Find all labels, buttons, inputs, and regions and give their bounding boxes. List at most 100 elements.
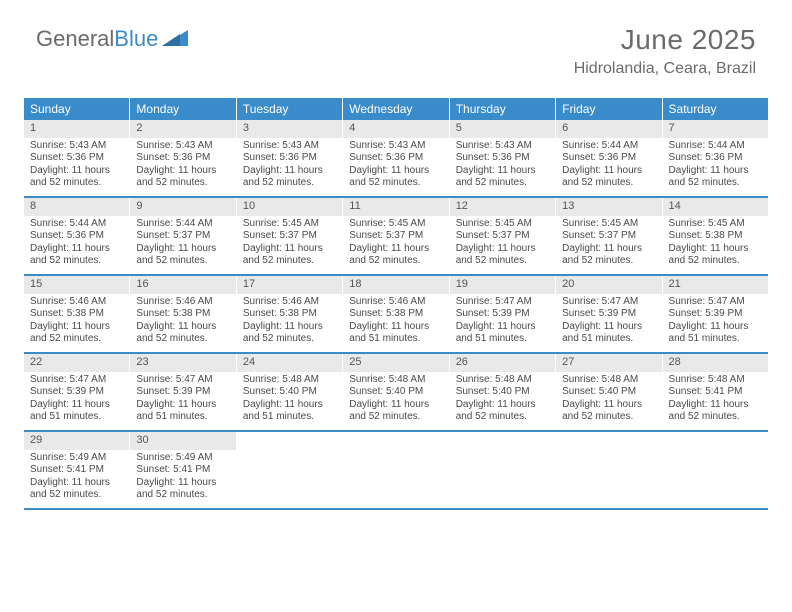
day-cell <box>663 432 768 508</box>
day-cell: 14Sunrise: 5:45 AMSunset: 5:38 PMDayligh… <box>663 198 768 274</box>
sunset-line: Sunset: 5:37 PM <box>456 230 549 243</box>
day-number: 8 <box>24 198 129 216</box>
daylight-line: Daylight: 11 hours and 52 minutes. <box>456 165 549 190</box>
day-number: 25 <box>343 354 448 372</box>
day-cell: 9Sunrise: 5:44 AMSunset: 5:37 PMDaylight… <box>130 198 236 274</box>
sunrise-line: Sunrise: 5:44 AM <box>562 140 655 153</box>
day-number: 28 <box>663 354 768 372</box>
day-cell <box>556 432 662 508</box>
sunset-line: Sunset: 5:36 PM <box>562 152 655 165</box>
day-header: Monday <box>130 98 236 120</box>
daylight-line: Daylight: 11 hours and 52 minutes. <box>136 165 229 190</box>
day-number: 1 <box>24 120 129 138</box>
day-number: 11 <box>343 198 448 216</box>
day-details: Sunrise: 5:43 AMSunset: 5:36 PMDaylight:… <box>343 140 448 190</box>
day-number: 3 <box>237 120 342 138</box>
day-cell <box>237 432 343 508</box>
sunrise-line: Sunrise: 5:47 AM <box>456 296 549 309</box>
daylight-line: Daylight: 11 hours and 51 minutes. <box>243 399 336 424</box>
day-header: Sunday <box>24 98 130 120</box>
day-cell: 23Sunrise: 5:47 AMSunset: 5:39 PMDayligh… <box>130 354 236 430</box>
sunset-line: Sunset: 5:41 PM <box>136 464 229 477</box>
day-header: Tuesday <box>237 98 343 120</box>
sunset-line: Sunset: 5:36 PM <box>349 152 442 165</box>
sunset-line: Sunset: 5:37 PM <box>243 230 336 243</box>
day-number: 26 <box>450 354 555 372</box>
daylight-line: Daylight: 11 hours and 52 minutes. <box>669 165 762 190</box>
sunset-line: Sunset: 5:38 PM <box>30 308 123 321</box>
day-number: 15 <box>24 276 129 294</box>
sunset-line: Sunset: 5:36 PM <box>30 230 123 243</box>
sunset-line: Sunset: 5:39 PM <box>669 308 762 321</box>
week-row: 29Sunrise: 5:49 AMSunset: 5:41 PMDayligh… <box>24 432 768 510</box>
day-number: 30 <box>130 432 235 450</box>
logo-text-general: General <box>36 26 114 52</box>
day-cell: 26 Sunrise: 5:48 AMSunset: 5:40 PMDayligh… <box>450 354 556 430</box>
day-details: Sunrise: 5:43 AMSunset: 5:36 PMDaylight:… <box>24 140 129 190</box>
day-cell: 19 Sunrise: 5:47 AMSunset: 5:39 PMDayligh… <box>450 276 556 352</box>
daylight-line: Daylight: 11 hours and 51 minutes. <box>349 321 442 346</box>
week-row: 22Sunrise: 5:47 AMSunset: 5:39 PMDayligh… <box>24 354 768 432</box>
sunset-line: Sunset: 5:41 PM <box>30 464 123 477</box>
sunrise-line: Sunrise: 5:43 AM <box>456 140 549 153</box>
day-details: Sunrise: 5:45 AMSunset: 5:37 PMDaylight:… <box>237 218 342 268</box>
calendar: SundayMondayTuesdayWednesdayThursdayFrid… <box>24 98 768 510</box>
sunrise-line: Sunrise: 5:48 AM <box>456 374 549 387</box>
day-cell: 7Sunrise: 5:44 AMSunset: 5:36 PMDaylight… <box>663 120 768 196</box>
day-number: 19 <box>450 276 555 294</box>
day-cell: 21Sunrise: 5:47 AMSunset: 5:39 PMDayligh… <box>663 276 768 352</box>
daylight-line: Daylight: 11 hours and 52 minutes. <box>30 243 123 268</box>
day-details: Sunrise: 5:46 AMSunset: 5:38 PMDaylight:… <box>24 296 129 346</box>
daylight-line: Daylight: 11 hours and 52 minutes. <box>30 165 123 190</box>
day-cell: 24Sunrise: 5:48 AMSunset: 5:40 PMDayligh… <box>237 354 343 430</box>
day-cell: 15 Sunrise: 5:46 AMSunset: 5:38 PMDayligh… <box>24 276 130 352</box>
day-number: 12 <box>450 198 555 216</box>
sunrise-line: Sunrise: 5:46 AM <box>136 296 229 309</box>
sunset-line: Sunset: 5:40 PM <box>562 386 655 399</box>
day-cell: 2Sunrise: 5:43 AMSunset: 5:36 PMDaylight… <box>130 120 236 196</box>
daylight-line: Daylight: 11 hours and 51 minutes. <box>456 321 549 346</box>
sunset-line: Sunset: 5:40 PM <box>243 386 336 399</box>
day-details: Sunrise: 5:47 AMSunset: 5:39 PMDaylight:… <box>556 296 661 346</box>
sunset-line: Sunset: 5:41 PM <box>669 386 762 399</box>
day-details: Sunrise: 5:46 AMSunset: 5:38 PMDaylight:… <box>130 296 235 346</box>
daylight-line: Daylight: 11 hours and 52 minutes. <box>562 399 655 424</box>
logo: GeneralBlue <box>36 26 188 52</box>
sunset-line: Sunset: 5:39 PM <box>456 308 549 321</box>
sunrise-line: Sunrise: 5:45 AM <box>456 218 549 231</box>
daylight-line: Daylight: 11 hours and 52 minutes. <box>349 399 442 424</box>
day-cell: 20Sunrise: 5:47 AMSunset: 5:39 PMDayligh… <box>556 276 662 352</box>
sunrise-line: Sunrise: 5:45 AM <box>669 218 762 231</box>
day-cell: 3Sunrise: 5:43 AMSunset: 5:36 PMDaylight… <box>237 120 343 196</box>
daylight-line: Daylight: 11 hours and 52 minutes. <box>30 477 123 502</box>
daylight-line: Daylight: 11 hours and 52 minutes. <box>30 321 123 346</box>
logo-triangle-icon <box>162 26 188 52</box>
day-details: Sunrise: 5:44 AMSunset: 5:36 PMDaylight:… <box>663 140 768 190</box>
daylight-line: Daylight: 11 hours and 52 minutes. <box>136 321 229 346</box>
sunset-line: Sunset: 5:37 PM <box>562 230 655 243</box>
daylight-line: Daylight: 11 hours and 52 minutes. <box>136 477 229 502</box>
day-header: Saturday <box>663 98 768 120</box>
day-details: Sunrise: 5:48 AMSunset: 5:40 PMDaylight:… <box>556 374 661 424</box>
day-details: Sunrise: 5:49 AMSunset: 5:41 PMDaylight:… <box>130 452 235 502</box>
sunset-line: Sunset: 5:37 PM <box>349 230 442 243</box>
daylight-line: Daylight: 11 hours and 52 minutes. <box>669 243 762 268</box>
day-number: 24 <box>237 354 342 372</box>
sunrise-line: Sunrise: 5:47 AM <box>30 374 123 387</box>
day-number: 5 <box>450 120 555 138</box>
sunrise-line: Sunrise: 5:45 AM <box>562 218 655 231</box>
sunrise-line: Sunrise: 5:43 AM <box>30 140 123 153</box>
daylight-line: Daylight: 11 hours and 52 minutes. <box>243 243 336 268</box>
day-details: Sunrise: 5:48 AMSunset: 5:40 PMDaylight:… <box>343 374 448 424</box>
day-header-row: SundayMondayTuesdayWednesdayThursdayFrid… <box>24 98 768 120</box>
day-details: Sunrise: 5:44 AMSunset: 5:36 PMDaylight:… <box>24 218 129 268</box>
sunset-line: Sunset: 5:37 PM <box>136 230 229 243</box>
day-details: Sunrise: 5:44 AMSunset: 5:36 PMDaylight:… <box>556 140 661 190</box>
day-number: 27 <box>556 354 661 372</box>
daylight-line: Daylight: 11 hours and 52 minutes. <box>136 243 229 268</box>
day-cell: 1 Sunrise: 5:43 AMSunset: 5:36 PMDaylight… <box>24 120 130 196</box>
day-header: Thursday <box>450 98 556 120</box>
daylight-line: Daylight: 11 hours and 52 minutes. <box>456 243 549 268</box>
day-details: Sunrise: 5:48 AMSunset: 5:40 PMDaylight:… <box>450 374 555 424</box>
day-header: Friday <box>556 98 662 120</box>
